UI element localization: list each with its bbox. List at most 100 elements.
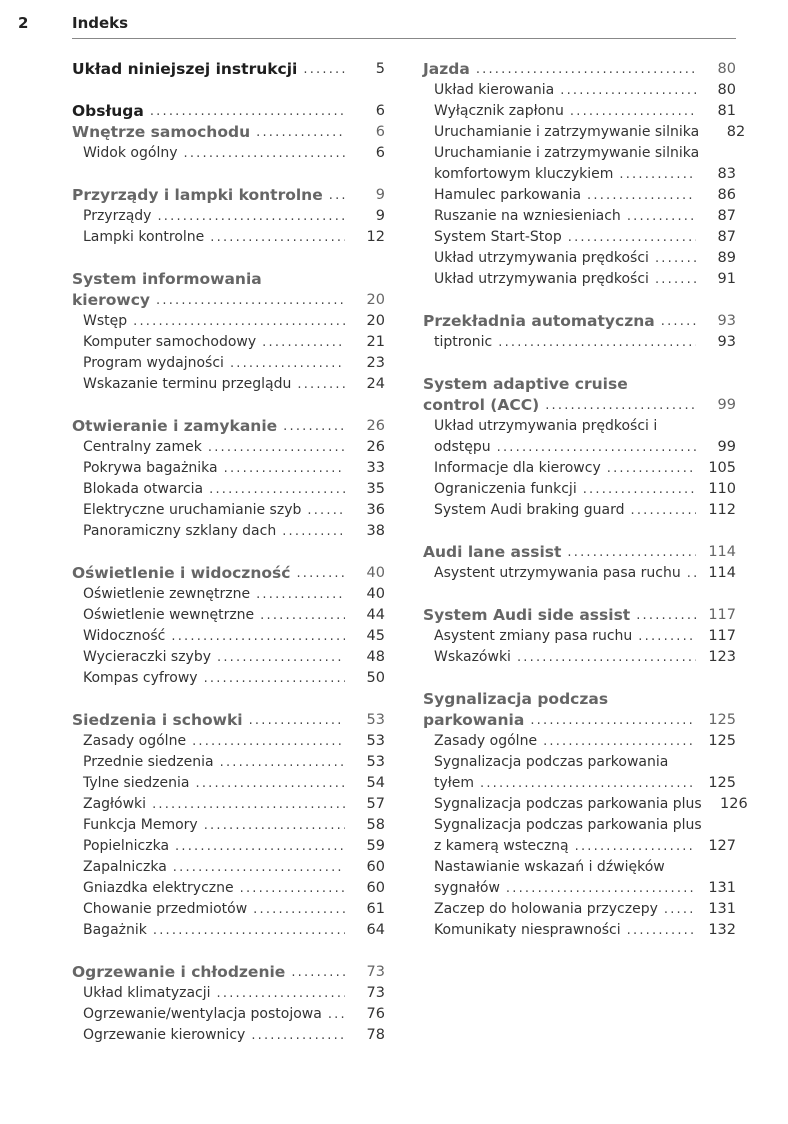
toc-entry[interactable]: Funkcja Memory 58 <box>72 815 385 836</box>
toc-heading[interactable]: control (ACC) 99 <box>423 395 736 416</box>
toc-entry-title: Otwieranie i zamykanie <box>72 417 278 435</box>
toc-entry[interactable]: Pokrywa bagażnika 33 <box>72 458 385 479</box>
toc-entry[interactable]: Panoramiczny szklany dach 38 <box>72 521 385 542</box>
toc-page-number: 5 <box>375 61 385 77</box>
toc-entry[interactable]: Nastawianie wskazań i dźwięków <box>423 857 736 878</box>
toc-entry-title: Przednie siedzenia <box>83 754 214 770</box>
toc-entry[interactable]: Tylne siedzenia 54 <box>72 773 385 794</box>
toc-heading[interactable]: Wnętrze samochodu 6 <box>72 122 385 143</box>
toc-entry[interactable]: Asystent utrzymywania pasa ruchu 114 <box>423 563 736 584</box>
toc-entry[interactable]: System Audi braking guard 112 <box>423 500 736 521</box>
toc-heading[interactable]: Otwieranie i zamykanie 26 <box>72 416 385 437</box>
toc-entry[interactable]: Oświetlenie zewnętrzne 40 <box>72 584 385 605</box>
toc-entry[interactable]: Układ utrzymywania prędkości 91 <box>423 269 736 290</box>
toc-heading[interactable]: System informowania <box>72 269 385 290</box>
toc-entry[interactable]: Układ kierowania 80 <box>423 80 736 101</box>
toc-entry[interactable]: Przyrządy 9 <box>72 206 385 227</box>
spacer <box>72 689 385 710</box>
toc-entry[interactable]: Zaczep do holowania przyczepy 131 <box>423 899 736 920</box>
toc-heading[interactable]: Obsługa 6 <box>72 101 385 122</box>
toc-entry[interactable]: Przednie siedzenia 53 <box>72 752 385 773</box>
toc-entry[interactable]: Wskazówki 123 <box>423 647 736 668</box>
toc-heading[interactable]: Przekładnia automatyczna 93 <box>423 311 736 332</box>
toc-entry[interactable]: Układ utrzymywania prędkości 89 <box>423 248 736 269</box>
toc-entry-title: Zasady ogólne <box>434 733 538 749</box>
toc-entry[interactable]: Komunikaty niesprawności 132 <box>423 920 736 941</box>
toc-entry[interactable]: Komputer samochodowy 21 <box>72 332 385 353</box>
toc-entry[interactable]: odstępu 99 <box>423 437 736 458</box>
toc-heading[interactable]: Siedzenia i schowki 53 <box>72 710 385 731</box>
dot-leader <box>497 437 696 458</box>
toc-entry[interactable]: Wskazanie terminu przeglądu 24 <box>72 374 385 395</box>
toc-page-number: 53 <box>366 754 385 770</box>
toc-heading[interactable]: System Audi side assist 117 <box>423 605 736 626</box>
toc-entry[interactable]: Uruchamianie i zatrzymywanie silnika 82 <box>423 122 745 143</box>
toc-entry[interactable]: Asystent zmiany pasa ruchu 117 <box>423 626 736 647</box>
toc-page-number: 36 <box>366 502 385 518</box>
toc-heading[interactable]: Układ niniejszej instrukcji 5 <box>72 59 385 80</box>
toc-heading[interactable]: Sygnalizacja podczas <box>423 689 736 710</box>
toc-entry[interactable]: Wycieraczki szyby 48 <box>72 647 385 668</box>
toc-entry[interactable]: Popielniczka 59 <box>72 836 385 857</box>
toc-entry[interactable]: tyłem 125 <box>423 773 736 794</box>
toc-entry[interactable]: Chowanie przedmiotów 61 <box>72 899 385 920</box>
toc-entry[interactable]: Sygnalizacja podczas parkowania <box>423 752 736 773</box>
toc-entry[interactable]: Ogrzewanie kierownicy 78 <box>72 1025 385 1046</box>
dot-leader <box>175 836 345 857</box>
toc-entry[interactable]: Centralny zamek 26 <box>72 437 385 458</box>
toc-entry[interactable]: Sygnalizacja podczas parkowania plus <box>423 815 736 836</box>
toc-entry[interactable]: Zasady ogólne 53 <box>72 731 385 752</box>
toc-heading[interactable]: Oświetlenie i widoczność 40 <box>72 563 385 584</box>
toc-page-number: 12 <box>366 229 385 245</box>
toc-page-number: 6 <box>375 145 385 161</box>
spacer <box>423 521 736 542</box>
toc-entry[interactable]: Zapalniczka 60 <box>72 857 385 878</box>
toc-entry[interactable]: Oświetlenie wewnętrzne 44 <box>72 605 385 626</box>
toc-heading[interactable]: Audi lane assist 114 <box>423 542 736 563</box>
toc-entry[interactable]: Kompas cyfrowy 50 <box>72 668 385 689</box>
toc-entry[interactable]: Hamulec parkowania 86 <box>423 185 736 206</box>
toc-entry[interactable]: Sygnalizacja podczas parkowania plus 126 <box>423 794 748 815</box>
spacer <box>72 542 385 563</box>
toc-entry[interactable]: Układ utrzymywania prędkości i <box>423 416 736 437</box>
dot-leader <box>687 563 696 584</box>
dot-leader <box>192 731 345 752</box>
toc-entry[interactable]: Blokada otwarcia 35 <box>72 479 385 500</box>
toc-entry[interactable]: tiptronic 93 <box>423 332 736 353</box>
toc-entry[interactable]: Ogrzewanie/wentylacja postojowa 76 <box>72 1004 385 1025</box>
toc-entry[interactable]: Układ klimatyzacji 73 <box>72 983 385 1004</box>
toc-entry[interactable]: Widoczność 45 <box>72 626 385 647</box>
toc-heading[interactable]: parkowania 125 <box>423 710 736 731</box>
toc-heading[interactable]: System adaptive cruise <box>423 374 736 395</box>
toc-heading[interactable]: kierowcy 20 <box>72 290 385 311</box>
toc-page-number: 114 <box>708 544 736 560</box>
toc-entry[interactable]: sygnałów 131 <box>423 878 736 899</box>
toc-entry-title: Audi lane assist <box>423 543 562 561</box>
toc-entry[interactable]: Wstęp 20 <box>72 311 385 332</box>
toc-entry-title: Przyrządy <box>83 208 152 224</box>
toc-heading[interactable]: Ogrzewanie i chłodzenie 73 <box>72 962 385 983</box>
dot-leader <box>297 374 345 395</box>
toc-entry[interactable]: Zagłówki 57 <box>72 794 385 815</box>
toc-page-number: 125 <box>708 775 736 791</box>
toc-entry[interactable]: komfortowym kluczykiem 83 <box>423 164 736 185</box>
toc-heading[interactable]: Jazda 80 <box>423 59 736 80</box>
toc-entry[interactable]: Widok ogólny 6 <box>72 143 385 164</box>
toc-entry[interactable]: Lampki kontrolne 12 <box>72 227 385 248</box>
toc-entry[interactable]: Zasady ogólne 125 <box>423 731 736 752</box>
spacer <box>72 941 385 962</box>
toc-entry[interactable]: Program wydajności 23 <box>72 353 385 374</box>
toc-entry[interactable]: Ruszanie na wzniesieniach 87 <box>423 206 736 227</box>
toc-heading[interactable]: Przyrządy i lampki kontrolne 9 <box>72 185 385 206</box>
toc-entry[interactable]: Gniazdka elektryczne 60 <box>72 878 385 899</box>
toc-entry[interactable]: z kamerą wsteczną 127 <box>423 836 736 857</box>
toc-entry[interactable]: Elektryczne uruchamianie szyb 36 <box>72 500 385 521</box>
toc-entry[interactable]: Informacje dla kierowcy 105 <box>423 458 736 479</box>
toc-entry[interactable]: System Start-Stop 87 <box>423 227 736 248</box>
toc-entry-title: Chowanie przedmiotów <box>83 901 248 917</box>
toc-entry-title: Kompas cyfrowy <box>83 670 198 686</box>
toc-entry[interactable]: Ograniczenia funkcji 110 <box>423 479 736 500</box>
toc-entry[interactable]: Uruchamianie i zatrzymywanie silnika <box>423 143 736 164</box>
toc-entry[interactable]: Bagażnik 64 <box>72 920 385 941</box>
toc-entry[interactable]: Wyłącznik zapłonu 81 <box>423 101 736 122</box>
